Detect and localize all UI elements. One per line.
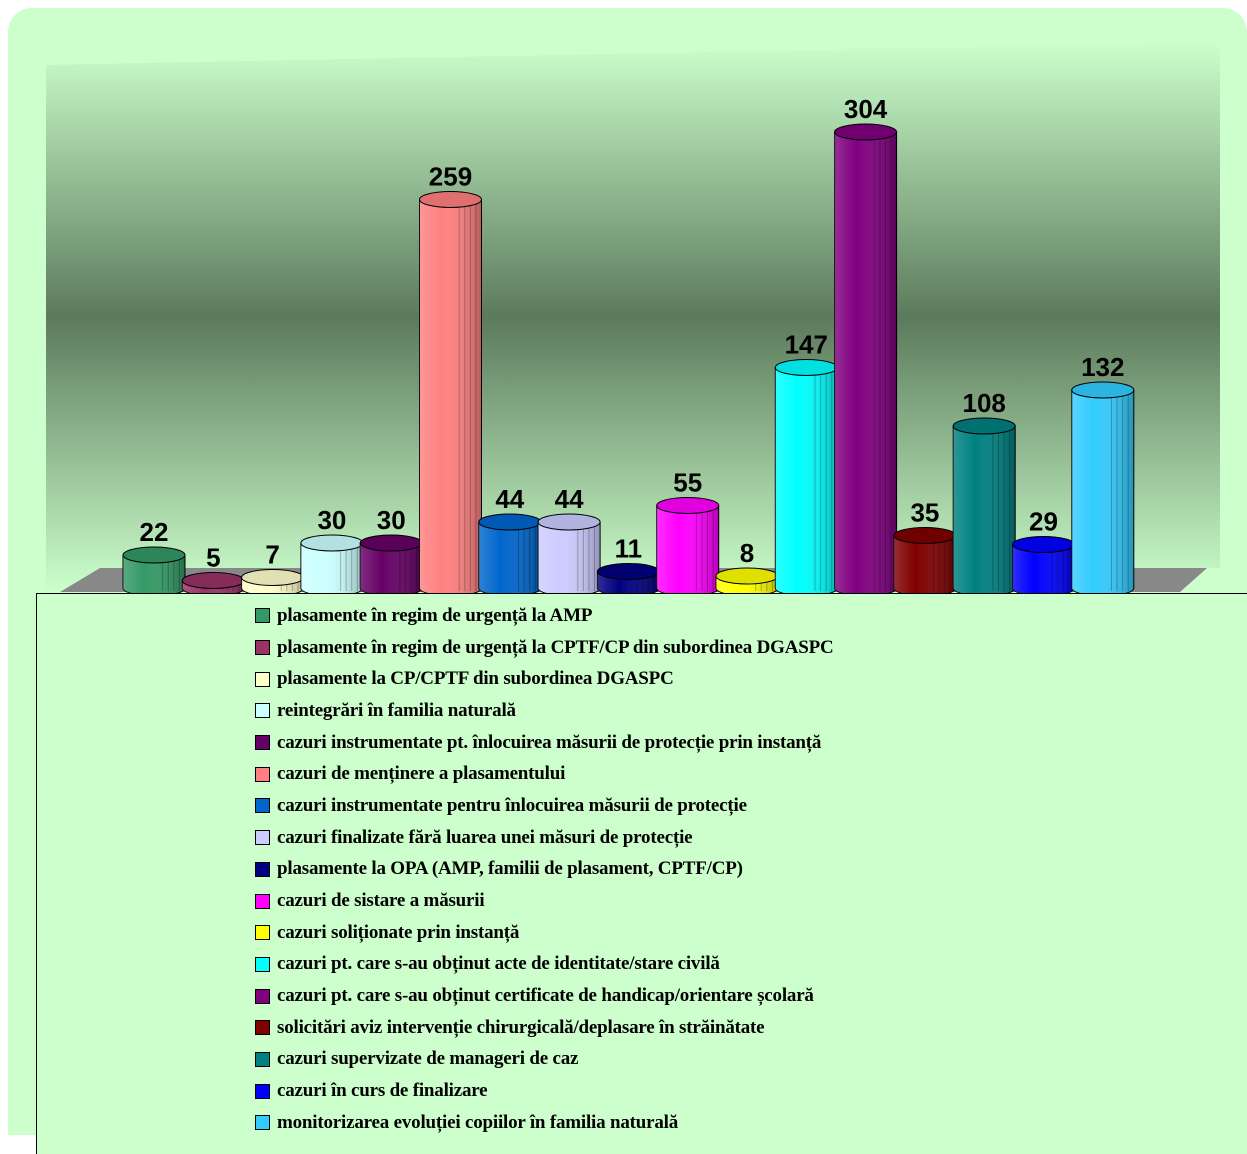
legend-item: plasamente în regim de urgență la AMP (255, 600, 834, 632)
bar-value-label: 7 (265, 540, 279, 570)
bar-2 (181, 572, 245, 597)
chart-plot: 22 5 7 30 30 259 44 44 11 55 8 147 304 35 108 29 132 (46, 42, 1220, 597)
bar-value-label: 132 (1081, 352, 1124, 382)
legend-item: solicitări aviz intervenție chirurgicală… (255, 1012, 834, 1044)
legend-swatch (255, 640, 270, 656)
bar-17 (1071, 381, 1135, 597)
legend-swatch (255, 956, 270, 972)
legend-item: cazuri de sistare a măsurii (255, 885, 834, 917)
legend-item: plasamente la OPA (AMP, familii de plasa… (255, 854, 834, 886)
legend-swatch (255, 1083, 270, 1099)
bar-value-label: 30 (317, 505, 346, 535)
bar-value-label: 304 (844, 94, 888, 124)
legend-label: cazuri de menținere a plasamentului (277, 763, 566, 785)
bar-8 (537, 513, 601, 597)
legend-label: cazuri în curs de finalizare (277, 1080, 488, 1102)
legend-label: monitorizarea evoluției copiilor în fami… (277, 1111, 679, 1133)
bar-value-label: 22 (140, 517, 169, 547)
legend-label: cazuri finalizate fără luarea unei măsur… (277, 826, 693, 848)
legend-item: plasamente în regim de urgență la CPTF/C… (255, 632, 834, 664)
legend-swatch (255, 735, 270, 751)
legend-swatch (255, 925, 270, 941)
legend-item: plasamente la CP/CPTF din subordinea DGA… (255, 663, 834, 695)
legend-swatch (255, 1020, 270, 1036)
legend-swatch (255, 861, 270, 877)
legend-label: cazuri pt. care s-au obținut certificate… (277, 985, 814, 1007)
bar-value-label: 147 (785, 330, 828, 360)
legend-label: reintegrări în familia naturală (277, 699, 516, 721)
bar-15 (952, 417, 1016, 597)
legend-label: cazuri de sistare a măsurii (277, 890, 485, 912)
bar-6 (419, 191, 482, 597)
legend-label: plasamente în regim de urgență la AMP (277, 604, 593, 626)
legend-item: cazuri soliționate prin instanță (255, 917, 834, 949)
legend-label: solicitări aviz intervenție chirurgicală… (277, 1016, 765, 1038)
legend-swatch (255, 988, 270, 1004)
bar-value-label: 8 (740, 538, 754, 568)
legend (36, 593, 1247, 1154)
legend-label: plasamente la CP/CPTF din subordinea DGA… (277, 668, 674, 690)
bar-1 (122, 546, 186, 597)
legend-item: cazuri în curs de finalizare (255, 1075, 834, 1107)
legend-swatch (255, 893, 270, 909)
legend-swatch (255, 1051, 270, 1067)
bar-value-label: 55 (673, 468, 702, 498)
legend-swatch (255, 671, 270, 687)
bar-value-label: 44 (495, 484, 524, 514)
bar-value-label: 108 (963, 388, 1006, 418)
bar-value-label: 44 (555, 484, 584, 514)
legend-swatch (255, 703, 270, 719)
bar-value-label: 35 (910, 498, 939, 528)
legend-swatch (255, 608, 270, 624)
legend-item: cazuri de menținere a plasamentului (255, 758, 834, 790)
legend-item: cazuri instrumentate pentru înlocuirea m… (255, 790, 834, 822)
legend-swatch (255, 830, 270, 846)
legend-swatch (255, 766, 270, 782)
legend-item: reintegrări în familia naturală (255, 695, 834, 727)
bar-16 (1012, 536, 1075, 597)
bar-value-label: 11 (615, 534, 643, 564)
legend-label: cazuri instrumentate pentru înlocuirea m… (277, 794, 747, 816)
legend-label: plasamente în regim de urgență la CPTF/C… (277, 636, 834, 658)
legend-item: cazuri pt. care s-au obținut certificate… (255, 980, 834, 1012)
legend-swatch (255, 798, 270, 814)
bar-value-label: 5 (206, 543, 220, 573)
bar-value-label: 259 (429, 162, 472, 192)
legend-item: cazuri instrumentate pt. înlocuirea măsu… (255, 727, 834, 759)
legend-item: cazuri pt. care s-au obținut acte de ide… (255, 949, 834, 981)
legend-label: cazuri soliționate prin instanță (277, 921, 520, 943)
bar-value-label: 30 (377, 505, 406, 535)
legend-item: monitorizarea evoluției copiilor în fami… (255, 1107, 834, 1139)
bar-11 (715, 567, 779, 597)
bar-9 (596, 563, 660, 597)
back-wall (46, 42, 1220, 592)
legend-list: plasamente în regim de urgență la AMP pla… (255, 600, 834, 1139)
legend-label: cazuri instrumentate pt. înlocuirea măsu… (277, 731, 822, 753)
bar-12 (774, 359, 838, 597)
legend-label: plasamente la OPA (AMP, familii de plasa… (277, 858, 743, 880)
bar-14 (893, 527, 957, 597)
bar-13 (834, 123, 898, 597)
legend-swatch (255, 1115, 270, 1131)
legend-item: cazuri finalizate fără luarea unei măsur… (255, 822, 834, 854)
legend-label: cazuri pt. care s-au obținut acte de ide… (277, 953, 720, 975)
legend-label: cazuri supervizate de manageri de caz (277, 1048, 579, 1070)
bar-5 (359, 534, 423, 597)
bar-10 (656, 497, 720, 597)
bar-7 (478, 513, 542, 597)
bar-4 (300, 534, 364, 597)
bar-value-label: 29 (1029, 507, 1058, 537)
legend-item: cazuri supervizate de manageri de caz (255, 1044, 834, 1076)
